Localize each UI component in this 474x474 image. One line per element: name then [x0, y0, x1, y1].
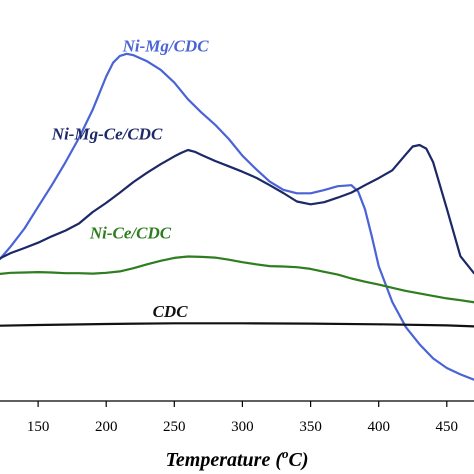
x-tick-label: 450 — [436, 419, 459, 435]
series-line-ni-mg-cdc — [0, 52, 474, 381]
x-tick-label: 300 — [231, 419, 254, 435]
series-label-ni-mg-ce-cdc: Ni-Mg-Ce/CDC — [51, 125, 163, 144]
x-tick-label: 350 — [299, 419, 322, 435]
x-tick-label: 150 — [27, 419, 50, 435]
series-label-ni-mg-cdc: Ni-Mg/CDC — [122, 37, 210, 56]
x-tick-label: 400 — [367, 419, 390, 435]
series-label-cdc: CDC — [153, 302, 189, 321]
x-axis-title: Temperature (oC) — [166, 446, 309, 471]
series-line-cdc — [0, 322, 474, 328]
x-tick-label: 200 — [95, 419, 118, 435]
series-label-ni-ce-cdc: Ni-Ce/CDC — [89, 223, 172, 242]
x-axis-ticks: 150 200 250 300 350 400 450 — [27, 401, 458, 435]
series-labels: Ni-Mg/CDC Ni-Mg-Ce/CDC Ni-Ce/CDC CDC — [51, 37, 209, 322]
x-tick-label: 250 — [163, 419, 186, 435]
series-line-ni-mg-ce-cdc — [0, 143, 474, 275]
series-line-ni-ce-cdc — [0, 255, 474, 304]
series-layer — [0, 52, 474, 381]
